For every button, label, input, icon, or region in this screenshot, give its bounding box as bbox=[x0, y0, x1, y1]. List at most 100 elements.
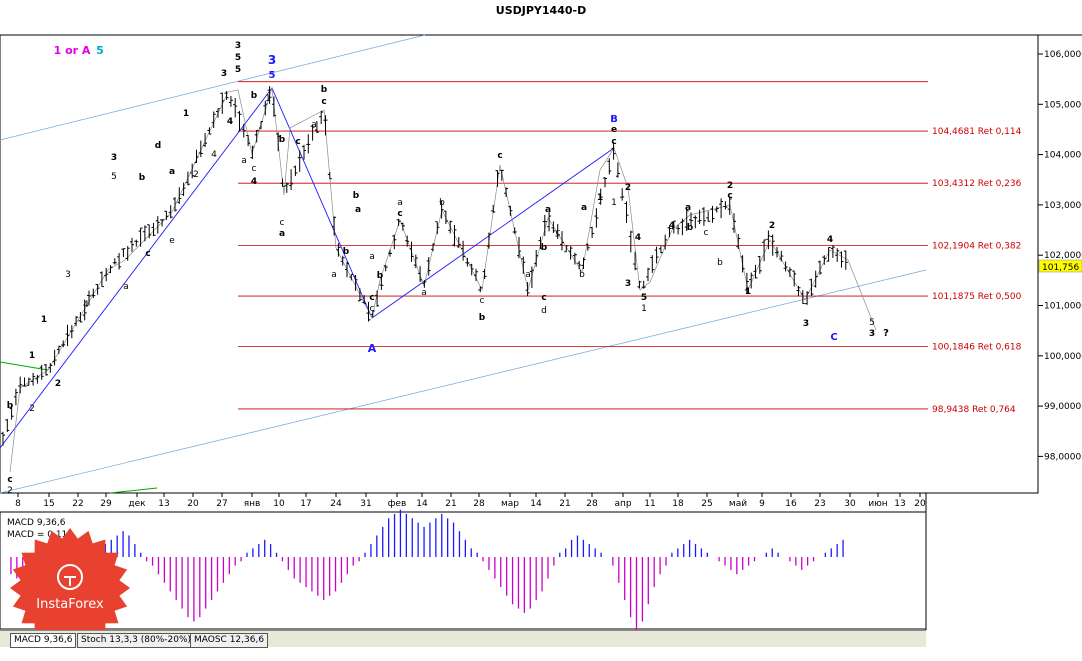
sub-wave-line bbox=[9, 87, 877, 473]
wave-label-big: 5 bbox=[96, 44, 104, 57]
wave-label-small: b bbox=[579, 270, 585, 280]
wave-label-small: 5 bbox=[111, 172, 117, 182]
x-tick-label: 21 bbox=[559, 499, 570, 509]
wave-label-small: c bbox=[611, 137, 616, 147]
wave-label-small: c bbox=[280, 218, 285, 228]
fib-label: 100,1846 Ret 0,618 bbox=[932, 343, 1022, 353]
y-tick-label: 106,0000 bbox=[1044, 50, 1082, 60]
wave-label-small: 2 bbox=[727, 181, 733, 191]
x-tick-label: 8 bbox=[15, 499, 21, 509]
wave-label-small: d bbox=[155, 141, 161, 151]
wave-label-small: 2 bbox=[193, 170, 199, 180]
macd-histogram bbox=[10, 509, 844, 631]
wave-label-small: e bbox=[169, 236, 175, 246]
wave-label-small: b bbox=[687, 223, 694, 233]
candles bbox=[1, 86, 848, 446]
wave-label-small: b bbox=[479, 313, 486, 323]
wave-label-small: c bbox=[556, 228, 561, 238]
wave-label-small: 1 bbox=[183, 109, 189, 119]
wave-label-small: 1 bbox=[41, 315, 47, 325]
wave-label-small: a bbox=[369, 252, 375, 262]
wave-label-small: c bbox=[480, 296, 485, 306]
wave-label-small: e bbox=[611, 125, 617, 135]
wave-label-small: a bbox=[169, 167, 175, 177]
wave-label-small: 4 bbox=[251, 177, 257, 187]
wave-label-small: b bbox=[139, 173, 146, 183]
fibonacci-levels: 104,4681 Ret 0,114 103,4312 Ret 0,236 102,… bbox=[238, 81, 1022, 415]
wave-label-small: c bbox=[370, 304, 375, 314]
x-tick-label: 10 bbox=[273, 499, 285, 509]
wave-label-small: b bbox=[377, 271, 384, 281]
y-tick-label: 104,0000 bbox=[1044, 151, 1082, 161]
wave-label-small: 1 bbox=[611, 198, 617, 208]
chart-title: USDJPY1440-D bbox=[496, 4, 586, 17]
wave-label-big: A bbox=[368, 342, 377, 355]
wave-label-small: 5 bbox=[869, 318, 875, 328]
wave-label-small: a bbox=[123, 282, 129, 292]
tab-stoch[interactable]: Stoch 13,3,3 (80%-20%) bbox=[77, 633, 196, 648]
x-tick-label: июн bbox=[868, 499, 887, 509]
fib-label: 102,1904 Ret 0,382 bbox=[932, 242, 1021, 252]
tab-macd[interactable]: MACD 9,36,6 bbox=[10, 633, 77, 648]
tab-maosc[interactable]: MAOSC 12,36,6 bbox=[190, 633, 269, 648]
wave-label-small: 1 bbox=[641, 304, 647, 314]
wave-label-small: b bbox=[541, 243, 548, 253]
wave-label-small: 1 bbox=[597, 193, 603, 203]
wave-label-small: b bbox=[7, 401, 14, 411]
x-tick-label: 20 bbox=[187, 499, 199, 509]
wave-lines bbox=[0, 87, 877, 473]
wave-label-big: 3 bbox=[268, 53, 276, 67]
wave-label-small: c bbox=[369, 293, 374, 303]
x-tick-label: май bbox=[729, 499, 747, 509]
x-tick-label: 16 bbox=[785, 499, 797, 509]
wave-label-small: 4 bbox=[827, 235, 833, 245]
wave-label-small: 2 bbox=[29, 404, 35, 414]
wave-label-big: ? bbox=[883, 328, 889, 339]
wave-label-small: c bbox=[704, 228, 709, 238]
wave-label-small: a bbox=[241, 156, 247, 166]
wave-label-small: 4 bbox=[83, 300, 89, 310]
wave-label-small: c bbox=[497, 151, 502, 161]
wave-label-small: 5 bbox=[235, 53, 241, 63]
wave-label-small: c bbox=[7, 475, 12, 485]
x-tick-label: 20 bbox=[914, 499, 926, 509]
wave-label-small: b bbox=[353, 191, 360, 201]
wave-label-small: c bbox=[541, 293, 546, 303]
x-tick-label: 23 bbox=[814, 499, 825, 509]
x-tick-label: 13 bbox=[158, 499, 169, 509]
wave-label-small: 3 bbox=[111, 153, 117, 163]
instaforex-logo: InstaForex bbox=[10, 528, 130, 648]
wave-label-small: a bbox=[355, 205, 361, 215]
wave-label-big: 1 or A bbox=[54, 44, 91, 57]
logo-icon bbox=[57, 564, 83, 590]
x-tick-label: 30 bbox=[844, 499, 856, 509]
price-axis: 106,0000 105,0000 104,0000 103,0000 102,0000… bbox=[1038, 50, 1082, 462]
wave-label-small: 1 bbox=[29, 351, 35, 361]
wave-label-small: 2 bbox=[625, 183, 631, 193]
fib-label: 104,4681 Ret 0,114 bbox=[932, 127, 1022, 137]
x-tick-label: 17 bbox=[300, 499, 311, 509]
macd-panel-frame bbox=[0, 511, 927, 630]
wave-label-small: a bbox=[311, 120, 317, 130]
trend-channel bbox=[0, 34, 927, 494]
wave-label-big: B bbox=[610, 114, 618, 125]
wave-label-small: 4 bbox=[669, 221, 675, 231]
fib-label: 98,9438 Ret 0,764 bbox=[932, 405, 1016, 415]
x-tick-label: 15 bbox=[43, 499, 54, 509]
x-tick-label: 14 bbox=[530, 499, 542, 509]
x-tick-label: 31 bbox=[360, 499, 371, 509]
wave-label-small: c bbox=[145, 249, 150, 259]
x-tick-label: 25 bbox=[701, 499, 712, 509]
y-tick-label: 103,0000 bbox=[1044, 201, 1082, 211]
wave-label-small: 1 bbox=[265, 94, 271, 104]
fib-label: 103,4312 Ret 0,236 bbox=[932, 179, 1022, 189]
wave-label-small: c bbox=[321, 97, 326, 107]
wave-label-small: b bbox=[439, 198, 445, 208]
x-tick-label: дек bbox=[128, 499, 146, 509]
x-tick-label: янв bbox=[244, 499, 261, 509]
wave-label-small: 4 bbox=[635, 233, 641, 243]
wave-label-small: b bbox=[321, 85, 328, 95]
wave-label-small: 5 bbox=[235, 65, 241, 75]
